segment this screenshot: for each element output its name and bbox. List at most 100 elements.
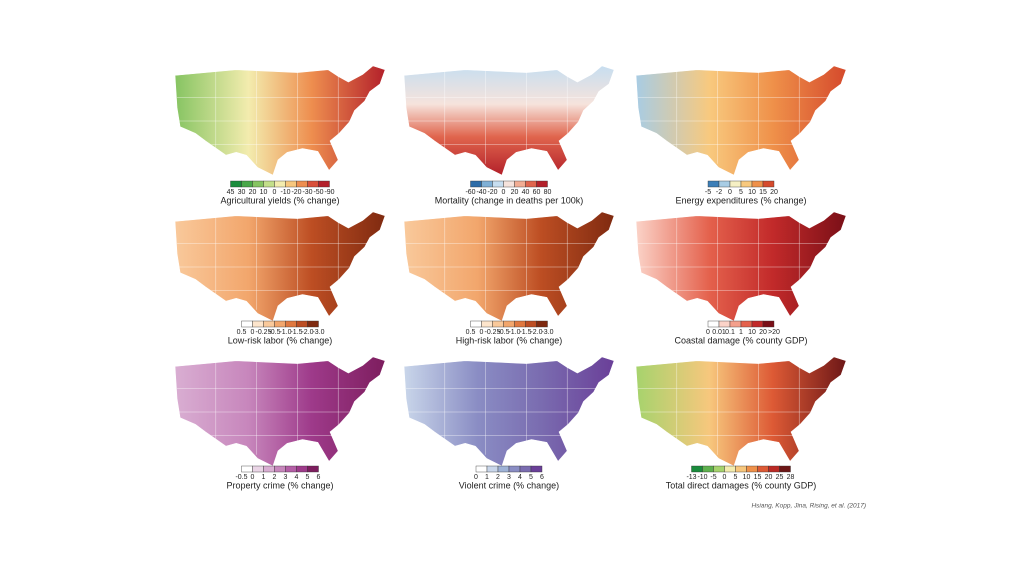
legend-swatch <box>525 180 537 188</box>
legend-swatch <box>707 320 720 328</box>
legend-swatch <box>307 180 319 188</box>
legend-swatch <box>285 465 297 473</box>
legend-swatch <box>514 320 526 328</box>
legend-label: 3 <box>284 474 288 481</box>
panel-title: High-risk labor (% change) <box>456 335 563 345</box>
legend-label: -50 <box>313 189 323 196</box>
legend-label: -2.0 <box>301 329 313 336</box>
legend-label: -10 <box>697 474 707 481</box>
legend-label: 0 <box>474 474 478 481</box>
legend-label: -0.5 <box>268 329 280 336</box>
legend-label: -5 <box>710 474 716 481</box>
legend-label: -2 <box>716 189 722 196</box>
legend-label: -0.25 <box>485 329 501 336</box>
legend-label: 0 <box>502 189 506 196</box>
us-map <box>403 356 615 467</box>
legend-label: 20 <box>765 474 773 481</box>
legend-swatch <box>530 465 543 473</box>
legend-swatch <box>274 180 286 188</box>
legend-label: 0 <box>480 329 484 336</box>
legend-label: -10 <box>280 189 290 196</box>
legend-swatch <box>762 320 775 328</box>
us-map <box>174 356 386 467</box>
legend-label: 80 <box>544 189 552 196</box>
legend-swatch <box>486 465 499 473</box>
legend-swatch <box>497 465 510 473</box>
legend-swatch <box>263 465 275 473</box>
map <box>174 356 386 467</box>
legend-label: 5 <box>734 474 738 481</box>
legend-swatch <box>285 320 297 328</box>
panel-title: Agricultural yields (% change) <box>220 195 339 205</box>
legend-swatch <box>492 320 504 328</box>
legend-label: 6 <box>540 474 544 481</box>
map <box>174 65 386 176</box>
legend-label: 4 <box>518 474 522 481</box>
legend-label: 5 <box>739 189 743 196</box>
legend-swatch <box>241 320 253 328</box>
legend-swatch <box>481 180 493 188</box>
legend-label: -3.0 <box>541 329 553 336</box>
legend-label: 1 <box>485 474 489 481</box>
legend-swatch <box>735 465 747 473</box>
legend-swatch <box>740 180 753 188</box>
legend-swatch <box>536 320 548 328</box>
legend-label: -90 <box>324 189 334 196</box>
legend-label: 2 <box>273 474 277 481</box>
legend-label: 0 <box>723 474 727 481</box>
legend-swatch <box>263 180 275 188</box>
legend-swatch <box>718 180 731 188</box>
legend-label: 0.5 <box>466 329 476 336</box>
legend-swatch <box>481 320 493 328</box>
us-map <box>403 65 615 176</box>
legend-label: 45 <box>227 189 235 196</box>
legend-label: 20 <box>511 189 519 196</box>
legend-label: 60 <box>533 189 541 196</box>
us-map <box>635 211 847 322</box>
legend-label: 0.1 <box>725 329 735 336</box>
panel-title: Total direct damages (% county GDP) <box>666 480 817 490</box>
panel-title: Coastal damage (% county GDP) <box>674 335 807 345</box>
legend-swatch <box>241 180 253 188</box>
legend-swatch <box>296 180 308 188</box>
us-map <box>635 356 847 467</box>
legend-label: 1 <box>262 474 266 481</box>
legend-label: -1.0 <box>508 329 520 336</box>
legend-label: >20 <box>768 329 780 336</box>
legend-label: 20 <box>759 329 767 336</box>
legend-swatch <box>757 465 769 473</box>
legend-label: -0.5 <box>235 474 247 481</box>
map <box>635 65 847 176</box>
legend-label: 2 <box>496 474 500 481</box>
legend-label: -1.5 <box>519 329 531 336</box>
legend-swatch <box>508 465 521 473</box>
legend-label: 0 <box>251 329 255 336</box>
legend-label: 10 <box>748 189 756 196</box>
legend-swatch <box>274 465 286 473</box>
legend-swatch <box>296 320 308 328</box>
legend-label: 10 <box>260 189 268 196</box>
legend-label: -2.0 <box>530 329 542 336</box>
legend-label: -5 <box>705 189 711 196</box>
legend-swatch <box>779 465 791 473</box>
legend-label: -20 <box>487 189 497 196</box>
legend-swatch <box>252 320 264 328</box>
legend-swatch <box>519 465 532 473</box>
legend-label: 30 <box>238 189 246 196</box>
legend-swatch <box>470 180 482 188</box>
legend-label: 3 <box>507 474 511 481</box>
legend-swatch <box>724 465 736 473</box>
panel-title: Property crime (% change) <box>226 480 333 490</box>
legend-label: 5 <box>529 474 533 481</box>
us-map <box>635 65 847 176</box>
legend-swatch <box>740 320 753 328</box>
legend-swatch <box>691 465 703 473</box>
map <box>403 65 615 176</box>
legend-swatch <box>318 180 330 188</box>
legend-label: -1.0 <box>279 329 291 336</box>
legend-swatch <box>307 465 319 473</box>
legend-label: 6 <box>317 474 321 481</box>
legend-swatch <box>263 320 275 328</box>
legend-label: 4 <box>295 474 299 481</box>
